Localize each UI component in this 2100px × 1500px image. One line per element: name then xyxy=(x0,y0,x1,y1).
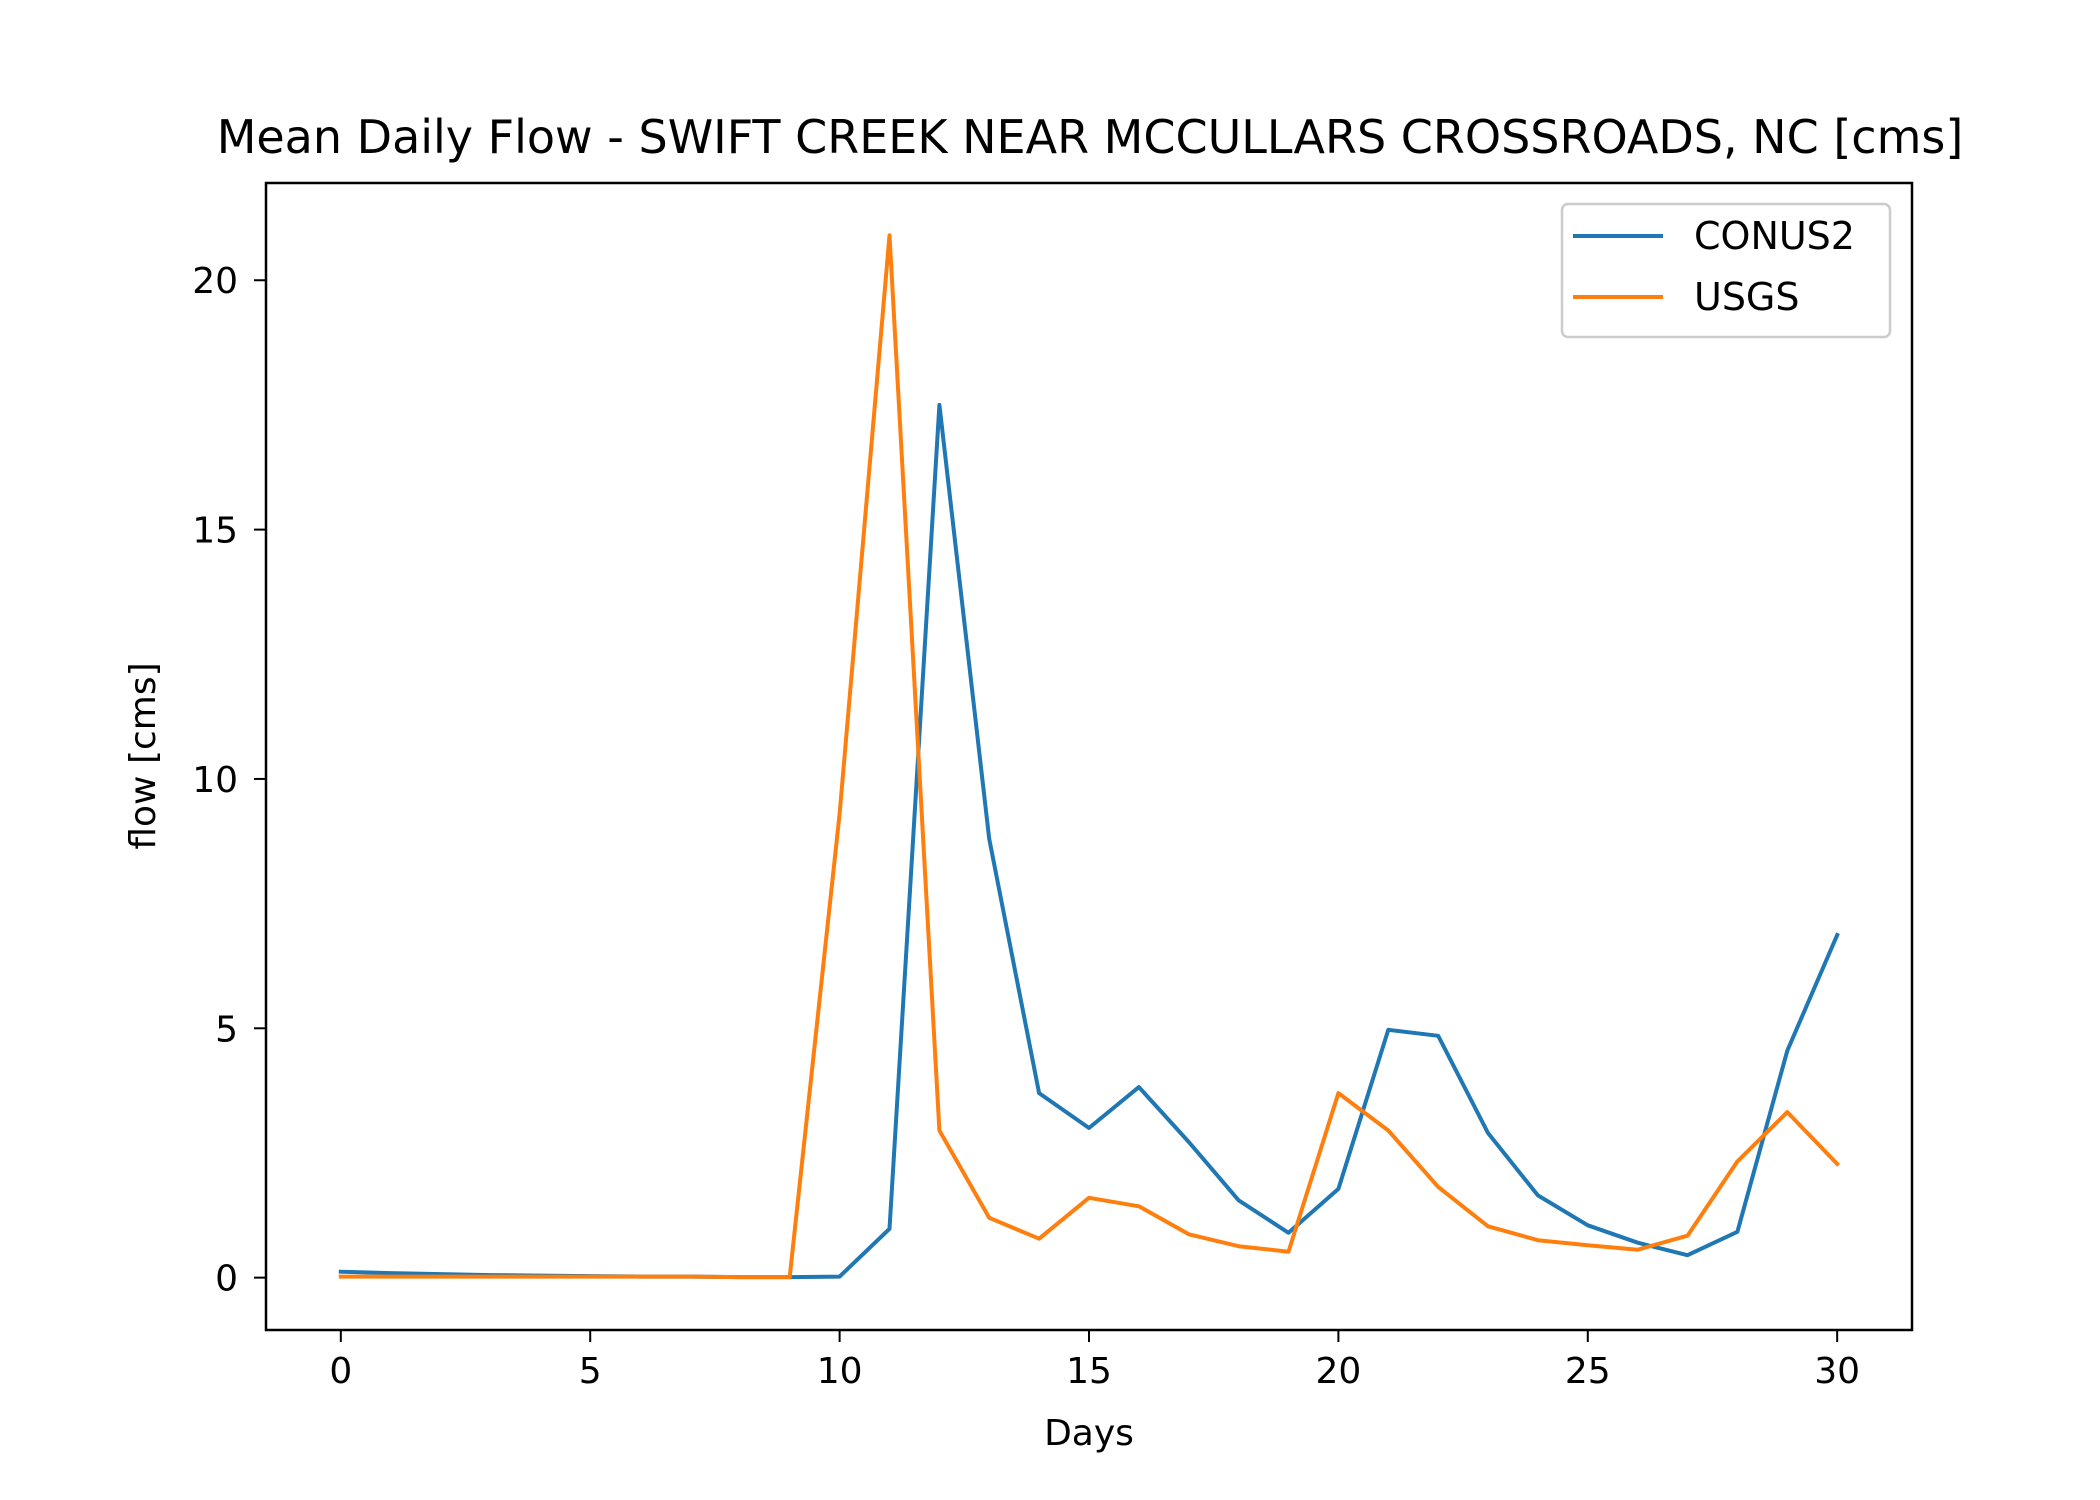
x-tick-label: 25 xyxy=(1565,1351,1611,1392)
x-tick-label: 15 xyxy=(1066,1351,1112,1392)
y-tick-label: 15 xyxy=(192,511,238,552)
y-tick-label: 10 xyxy=(192,760,238,801)
x-tick-label: 30 xyxy=(1814,1351,1860,1392)
y-tick-label: 5 xyxy=(215,1009,238,1050)
y-tick-label: 0 xyxy=(215,1259,238,1300)
y-tick-label: 20 xyxy=(192,261,238,302)
x-axis: 0 5 10 15 20 25 30 xyxy=(329,1330,1860,1392)
y-axis: 0 5 10 15 20 xyxy=(192,261,266,1300)
legend: CONUS2 USGS xyxy=(1560,202,1892,339)
series-line-conus2 xyxy=(338,402,1840,1280)
plot-frame xyxy=(264,181,1914,1332)
plot-area xyxy=(264,181,1914,1332)
y-axis-label: flow [cms] xyxy=(123,662,164,849)
x-tick-label: 20 xyxy=(1315,1351,1361,1392)
series-layer xyxy=(338,233,1841,1280)
chart-title: Mean Daily Flow - SWIFT CREEK NEAR MCCUL… xyxy=(217,110,1964,164)
series-line-usgs xyxy=(338,233,1841,1280)
legend-items: CONUS2 USGS xyxy=(1573,214,1855,319)
legend-label-usgs: USGS xyxy=(1694,275,1800,319)
x-tick-label: 0 xyxy=(329,1351,352,1392)
x-axis-label: Days xyxy=(1044,1413,1134,1454)
legend-label-conus2: CONUS2 xyxy=(1694,214,1855,258)
x-tick-label: 5 xyxy=(579,1351,602,1392)
x-tick-label: 10 xyxy=(817,1351,863,1392)
